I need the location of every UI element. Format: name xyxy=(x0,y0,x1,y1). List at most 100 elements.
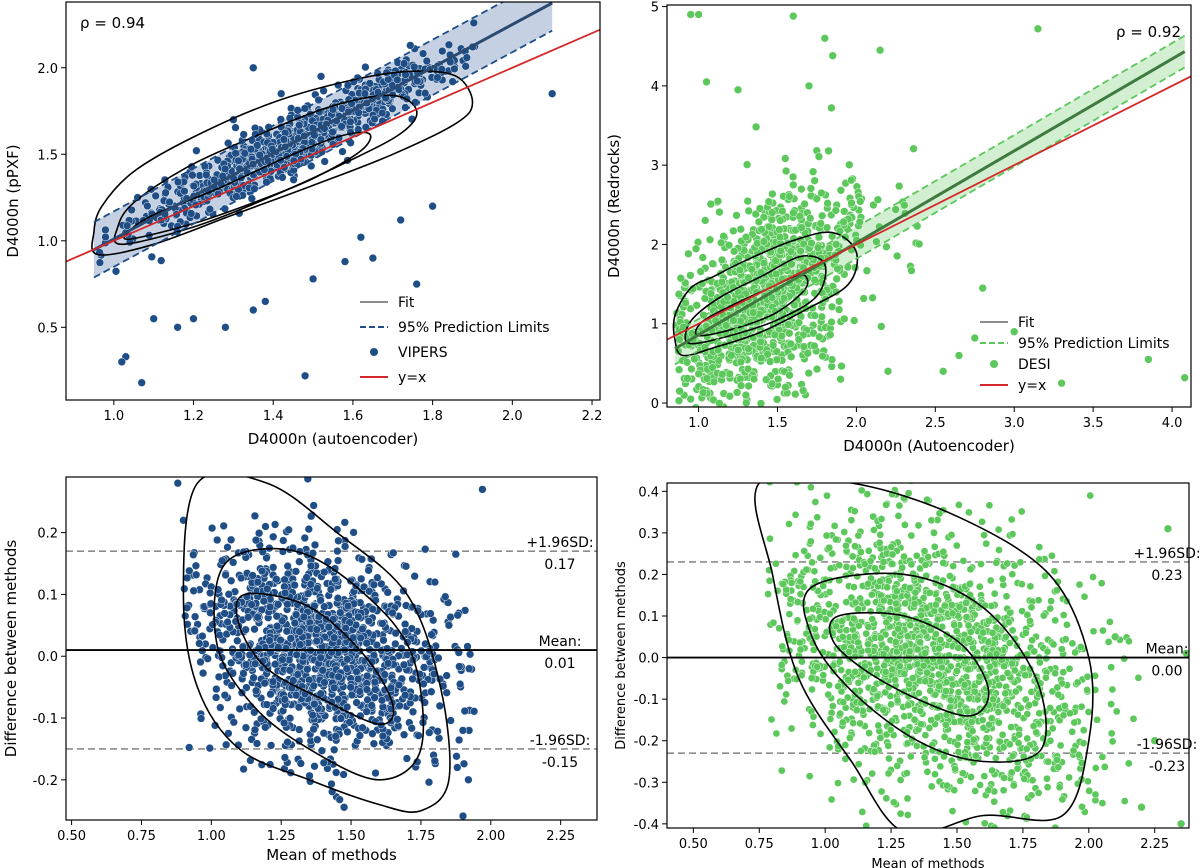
data-point xyxy=(1091,790,1100,799)
data-point xyxy=(254,644,263,653)
data-point xyxy=(300,533,309,543)
data-point xyxy=(851,542,859,551)
data-point xyxy=(354,612,363,622)
data-point xyxy=(727,351,736,360)
data-point xyxy=(362,685,372,694)
data-point xyxy=(266,741,276,750)
data-point xyxy=(1052,586,1061,595)
data-point xyxy=(698,253,707,262)
data-point xyxy=(395,701,404,710)
data-point xyxy=(810,341,819,351)
data-point xyxy=(464,775,473,784)
data-point xyxy=(450,64,459,74)
data-point xyxy=(309,681,318,690)
data-point xyxy=(808,558,817,567)
data-point xyxy=(786,247,795,256)
x-axis-label: D4000n (autoencoder) xyxy=(248,430,419,448)
data-point xyxy=(147,252,156,262)
legend-label: DESI xyxy=(1018,357,1051,373)
data-point xyxy=(999,847,1006,854)
data-point xyxy=(882,242,891,251)
data-point xyxy=(816,730,825,738)
data-point xyxy=(379,636,388,645)
data-point xyxy=(847,593,856,602)
legend-swatch xyxy=(990,360,998,368)
data-point xyxy=(295,557,304,566)
data-point xyxy=(921,561,930,569)
data-point xyxy=(799,386,808,395)
data-point xyxy=(1011,687,1020,696)
density-contour xyxy=(235,592,395,726)
data-point xyxy=(340,542,350,551)
data-point xyxy=(675,386,684,396)
data-point xyxy=(775,232,785,242)
data-point xyxy=(768,341,778,350)
y-tick-label: 2.0 xyxy=(37,62,58,77)
data-point xyxy=(1026,582,1035,591)
data-point xyxy=(293,670,302,679)
data-point xyxy=(1070,718,1079,727)
data-point xyxy=(252,739,262,748)
y-tick-label: 4 xyxy=(651,80,659,95)
data-point xyxy=(241,660,251,669)
data-point xyxy=(706,199,715,209)
data-point xyxy=(877,322,886,331)
data-point xyxy=(966,628,975,636)
data-point xyxy=(430,756,439,766)
data-point xyxy=(1035,709,1044,718)
data-point xyxy=(977,560,985,568)
data-point xyxy=(180,187,189,196)
data-point xyxy=(840,207,849,216)
data-point xyxy=(442,671,451,680)
data-point xyxy=(986,576,995,585)
data-point xyxy=(725,369,734,379)
data-point xyxy=(292,691,301,700)
data-point xyxy=(788,172,798,182)
data-point xyxy=(190,612,200,621)
data-point xyxy=(730,247,739,256)
data-point xyxy=(869,200,878,210)
data-point xyxy=(198,668,208,678)
data-point xyxy=(889,798,898,807)
data-point xyxy=(985,501,994,510)
data-point xyxy=(702,77,711,87)
data-point xyxy=(365,587,374,596)
data-point xyxy=(702,374,712,383)
data-point xyxy=(427,687,436,696)
data-point xyxy=(161,188,170,197)
data-point xyxy=(896,776,905,784)
data-point xyxy=(253,613,262,622)
data-point xyxy=(810,176,819,185)
data-point xyxy=(835,561,844,570)
data-point xyxy=(858,808,867,816)
data-point xyxy=(743,364,753,374)
data-point xyxy=(814,152,824,161)
data-point xyxy=(839,217,848,227)
data-point xyxy=(850,316,859,325)
x-tick-label: 1.50 xyxy=(337,829,366,844)
data-point xyxy=(362,707,371,716)
data-point xyxy=(800,199,809,209)
data-point xyxy=(805,772,814,781)
y-tick-label: 1.0 xyxy=(37,235,58,250)
data-point xyxy=(1065,773,1073,782)
data-point xyxy=(1180,373,1189,382)
data-point xyxy=(909,144,918,153)
x-axis-label: Mean of methods xyxy=(266,846,397,864)
data-point xyxy=(283,738,292,747)
data-point xyxy=(378,108,387,118)
data-point xyxy=(674,289,684,299)
data-point xyxy=(245,650,254,660)
data-point xyxy=(820,34,829,43)
data-point xyxy=(371,596,380,605)
data-point xyxy=(308,274,318,284)
data-point xyxy=(982,749,991,758)
data-point xyxy=(698,388,708,397)
data-point xyxy=(900,552,908,561)
data-point xyxy=(280,718,289,728)
data-point xyxy=(207,523,217,533)
data-point xyxy=(932,630,940,638)
data-point xyxy=(229,718,238,727)
data-point xyxy=(195,639,204,648)
data-point xyxy=(370,678,380,687)
